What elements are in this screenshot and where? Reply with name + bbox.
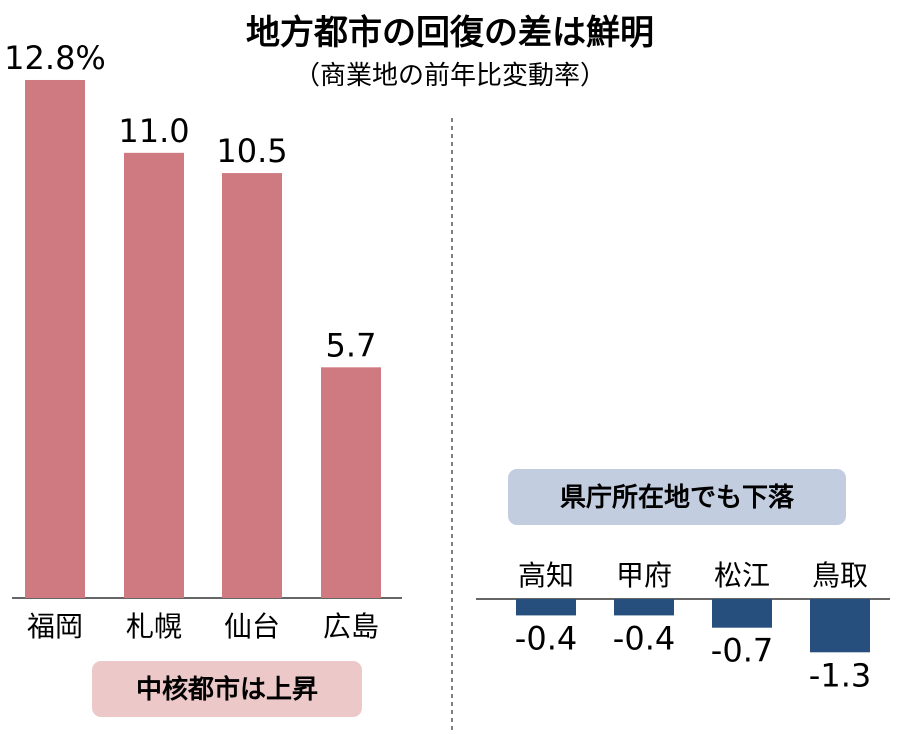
category-label-松江: 松江 — [714, 559, 770, 592]
category-label-高知: 高知 — [518, 559, 574, 592]
value-label-仙台: 10.5 — [216, 132, 287, 170]
category-label-広島: 広島 — [323, 610, 379, 643]
bar-札幌 — [124, 152, 184, 598]
bar-松江 — [712, 599, 772, 628]
chart-title: 地方都市の回復の差は鮮明 — [246, 13, 654, 53]
value-label-広島: 5.7 — [326, 326, 377, 364]
value-label-甲府: -0.4 — [613, 619, 675, 657]
left-note-box — [92, 661, 362, 717]
bar-鳥取 — [810, 599, 870, 653]
bar-甲府 — [614, 599, 674, 616]
chart-subtitle: （商業地の前年比変動率） — [294, 61, 606, 91]
category-label-福岡: 福岡 — [27, 610, 83, 643]
bar-福岡 — [25, 79, 85, 598]
value-label-福岡: 12.8% — [4, 39, 106, 77]
bar-高知 — [516, 599, 576, 616]
category-label-仙台: 仙台 — [224, 610, 280, 643]
value-label-松江: -0.7 — [711, 632, 773, 670]
value-label-高知: -0.4 — [515, 619, 577, 657]
right-note-box — [508, 469, 846, 525]
category-label-鳥取: 鳥取 — [812, 559, 868, 592]
right-note-text: 県庁所在地でも下落 — [560, 482, 795, 513]
category-label-甲府: 甲府 — [616, 559, 672, 592]
bar-広島 — [321, 367, 381, 598]
category-label-札幌: 札幌 — [126, 610, 182, 643]
bar-仙台 — [222, 173, 282, 598]
value-label-札幌: 11.0 — [118, 112, 189, 150]
value-label-鳥取: -1.3 — [809, 656, 871, 694]
left-note-text: 中核都市は上昇 — [136, 674, 318, 705]
